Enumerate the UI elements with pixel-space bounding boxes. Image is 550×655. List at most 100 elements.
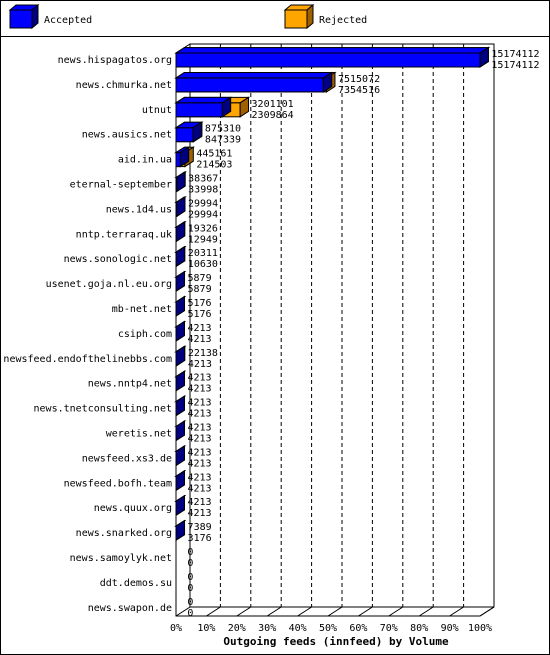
legend-swatch <box>9 9 33 29</box>
value-label: 19326 <box>188 223 218 234</box>
value-label: 0 <box>187 572 193 583</box>
value-label: 15174112 <box>491 60 539 71</box>
y-tick-label: news.ausics.net <box>82 130 172 141</box>
tick-mark <box>297 606 312 617</box>
x-tick-label: 10% <box>197 623 215 634</box>
value-label: 5879 <box>188 284 212 295</box>
value-label: 33998 <box>188 185 218 196</box>
value-label: 7389 <box>188 522 212 533</box>
y-tick-label: news.1d4.us <box>106 204 172 215</box>
y-tick-label: eternal-september <box>70 180 172 191</box>
y-tick-label: news.samoylyk.net <box>70 553 172 564</box>
bar-side <box>221 96 232 118</box>
value-label: 214503 <box>196 160 232 171</box>
legend-swatch-side <box>31 3 39 30</box>
value-label: 4213 <box>188 359 212 370</box>
tick-mark <box>479 606 495 617</box>
value-label: 3201101 <box>252 99 294 110</box>
y-tick-label: nntp.terraraq.uk <box>76 229 172 240</box>
value-label: 20311 <box>188 248 218 259</box>
y-tick-label: news.nntp4.net <box>88 379 172 390</box>
x-axis-title: Outgoing feeds (innfeed) by Volume <box>223 635 449 648</box>
y-tick-label: usenet.goja.nl.eu.org <box>46 279 172 290</box>
y-tick-label: news.tnetconsulting.net <box>34 404 172 415</box>
bar-top <box>174 72 334 79</box>
value-label: 445161 <box>196 149 232 160</box>
value-label: 4213 <box>187 497 211 508</box>
x-tick-label: 100% <box>468 623 492 634</box>
legend-swatch-side <box>306 3 314 30</box>
y-tick-label: aid.in.ua <box>118 155 172 166</box>
legend-label: Accepted <box>44 15 92 26</box>
value-label: 875310 <box>205 124 241 135</box>
value-label: 0 <box>187 583 193 594</box>
bar-side <box>179 146 190 168</box>
value-label: 4213 <box>187 483 211 494</box>
y-tick-label: news.hispagatos.org <box>58 55 172 66</box>
y-tick-label: csiph.com <box>118 329 172 340</box>
y-tick-label: ddt.demos.su <box>100 578 172 589</box>
bar <box>175 77 324 93</box>
x-tick-label: 30% <box>258 623 276 634</box>
tick-mark <box>358 606 373 617</box>
value-label: 4213 <box>187 409 211 420</box>
value-label: 22138 <box>188 348 218 359</box>
bar <box>175 152 181 168</box>
y-tick-label: mb-net.net <box>112 304 172 315</box>
y-tick-label: newsfeed.xs3.de <box>82 453 172 464</box>
y-tick-label: news.swapon.de <box>88 603 172 614</box>
x-tick-label: 20% <box>228 623 246 634</box>
value-label: 29994 <box>188 198 218 209</box>
legend-swatch <box>284 9 308 29</box>
tick-mark <box>449 606 464 617</box>
x-tick-label: 0% <box>170 623 182 634</box>
x-tick-label: 70% <box>380 623 398 634</box>
value-label: 5879 <box>188 273 212 284</box>
x-tick-label: 80% <box>410 623 428 634</box>
value-label: 15174112 <box>491 49 539 60</box>
bar-side <box>176 171 186 193</box>
bar-top <box>174 96 233 104</box>
tick-mark <box>206 606 221 617</box>
bar-side <box>239 96 250 118</box>
value-label: 0 <box>187 608 193 619</box>
bar <box>175 102 223 118</box>
value-label: 0 <box>187 597 193 608</box>
y-tick-label: news.snarked.org <box>76 528 172 539</box>
value-label: 29994 <box>188 209 218 220</box>
x-tick-label: 90% <box>441 623 459 634</box>
tick-mark <box>418 606 434 617</box>
tick-mark <box>388 606 404 617</box>
value-label: 4213 <box>187 398 211 409</box>
bar <box>175 52 481 68</box>
value-label: 3176 <box>188 533 212 544</box>
value-label: 4213 <box>187 334 211 345</box>
y-tick-label: newsfeed.endofthelinebbs.com <box>3 354 172 365</box>
bar-side <box>322 71 333 93</box>
value-label: 4213 <box>187 434 211 445</box>
value-label: 10630 <box>188 259 218 270</box>
value-label: 4213 <box>187 472 211 483</box>
value-label: 5176 <box>188 309 212 320</box>
bar-side <box>479 46 489 68</box>
bar-top <box>174 47 491 54</box>
value-label: 4213 <box>187 384 211 395</box>
value-label: 12949 <box>188 234 218 245</box>
value-label: 4213 <box>187 508 211 519</box>
value-label: 0 <box>187 558 193 569</box>
value-label: 4213 <box>187 323 211 334</box>
tick-mark <box>327 606 343 617</box>
value-label: 847339 <box>205 135 241 146</box>
y-tick-label: weretis.net <box>106 429 172 440</box>
value-label: 5176 <box>188 298 212 309</box>
value-label: 4213 <box>187 458 211 469</box>
y-tick-label: news.quux.org <box>94 503 172 514</box>
y-tick-label: news.chmurka.net <box>76 80 172 91</box>
value-label: 2309864 <box>252 110 294 121</box>
tick-mark <box>175 606 191 617</box>
bar-side <box>176 196 186 218</box>
value-label: 4213 <box>187 447 211 458</box>
legend-label: Rejected <box>319 15 367 26</box>
bar-side <box>192 121 202 143</box>
